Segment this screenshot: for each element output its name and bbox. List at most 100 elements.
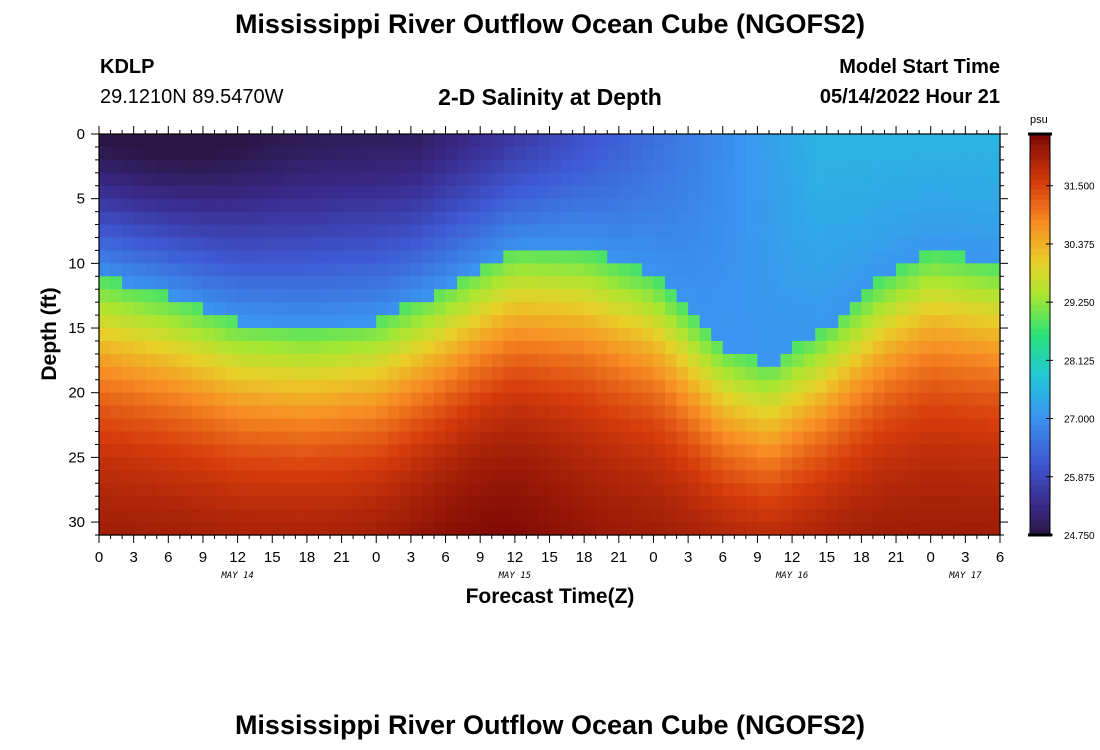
- heatmap-cell: [780, 418, 793, 433]
- heatmap-cell: [745, 224, 759, 239]
- heatmap-cell: [711, 250, 724, 264]
- heatmap-cell: [803, 470, 816, 484]
- colorbar-unit: psu: [1030, 114, 1048, 126]
- heatmap-cell: [341, 134, 354, 148]
- heatmap-cell: [665, 198, 678, 213]
- heatmap-cell: [676, 328, 689, 342]
- x-tick-label: 6: [441, 549, 449, 566]
- heatmap-cell: [526, 392, 539, 407]
- heatmap-cell: [896, 185, 909, 200]
- heatmap-cell: [537, 457, 551, 471]
- heatmap-cell: [896, 198, 909, 213]
- heatmap-cell: [283, 250, 296, 264]
- heatmap-cell: [491, 431, 504, 446]
- heatmap-cell: [815, 134, 828, 148]
- heatmap-cell: [792, 522, 805, 536]
- heatmap-cell: [122, 522, 135, 536]
- heatmap-cell: [191, 366, 204, 381]
- heatmap-cell: [572, 496, 585, 510]
- heatmap-cell: [318, 379, 331, 394]
- heatmap-cell: [272, 483, 285, 497]
- heatmap-cell: [318, 328, 331, 342]
- heatmap-cell: [537, 134, 551, 148]
- heatmap-cell: [618, 418, 631, 433]
- heatmap-cell: [734, 353, 747, 368]
- heatmap-cell: [145, 483, 158, 497]
- heatmap-cell: [353, 379, 366, 394]
- heatmap-cell: [537, 289, 551, 303]
- colorbar-swatch: [1030, 319, 1050, 326]
- heatmap-cell: [237, 211, 250, 226]
- heatmap-cell: [815, 522, 828, 536]
- heatmap-cell: [653, 405, 666, 420]
- colorbar-swatch: [1030, 304, 1050, 311]
- heatmap-cell: [942, 250, 955, 264]
- heatmap-cell: [179, 146, 193, 161]
- heatmap-cell: [757, 470, 770, 484]
- colorbar-swatch: [1030, 184, 1050, 190]
- heatmap-cell: [526, 315, 539, 329]
- heatmap-cell: [838, 185, 851, 200]
- heatmap-cell: [422, 392, 435, 407]
- heatmap-cell: [653, 444, 666, 458]
- heatmap-cell: [202, 444, 216, 458]
- heatmap-cell: [156, 379, 169, 394]
- heatmap-cell: [480, 237, 493, 252]
- heatmap-cell: [607, 509, 620, 523]
- heatmap-cell: [826, 366, 839, 381]
- heatmap-cell: [433, 159, 447, 174]
- heatmap-cell: [722, 444, 735, 458]
- heatmap-cell: [930, 276, 943, 290]
- heatmap-cell: [445, 405, 458, 420]
- heatmap-cell: [306, 134, 320, 148]
- heatmap-cell: [353, 405, 366, 420]
- heatmap-cell: [133, 470, 146, 484]
- heatmap-cell: [179, 198, 193, 213]
- heatmap-cell: [849, 405, 862, 420]
- heatmap-cell: [838, 211, 851, 226]
- heatmap-cell: [711, 302, 724, 316]
- heatmap-cell: [907, 509, 920, 523]
- heatmap-cell: [653, 185, 666, 200]
- heatmap-cell: [665, 315, 678, 329]
- heatmap-cell: [99, 340, 112, 355]
- heatmap-cell: [688, 198, 701, 213]
- heatmap-cell: [826, 509, 839, 523]
- heatmap-cell: [930, 263, 943, 277]
- heatmap-cell: [768, 405, 782, 420]
- heatmap-cell: [272, 470, 285, 484]
- heatmap-cell: [376, 276, 389, 290]
- heatmap-cell: [168, 366, 181, 381]
- heatmap-cell: [237, 379, 250, 394]
- heatmap-cell: [295, 457, 308, 471]
- heatmap-cell: [272, 302, 285, 316]
- heatmap-cell: [849, 340, 862, 355]
- heatmap-cell: [953, 276, 966, 290]
- heatmap-cell: [953, 509, 966, 523]
- heatmap-cell: [711, 340, 724, 355]
- heatmap-cell: [237, 405, 250, 420]
- heatmap-cell: [122, 483, 135, 497]
- heatmap-cell: [364, 496, 377, 510]
- heatmap-cell: [491, 146, 504, 161]
- heatmap-cell: [641, 172, 655, 187]
- heatmap-cell: [364, 522, 377, 536]
- heatmap-cell: [780, 457, 793, 471]
- heatmap-cell: [260, 198, 273, 213]
- heatmap-cell: [745, 134, 759, 148]
- y-tick-label: 30: [68, 514, 85, 531]
- heatmap-cell: [491, 444, 504, 458]
- heatmap-cell: [249, 353, 262, 368]
- x-tick-label: 15: [541, 549, 558, 566]
- heatmap-cell: [156, 483, 169, 497]
- heatmap-cell: [803, 444, 816, 458]
- heatmap-cell: [503, 379, 516, 394]
- heatmap-cell: [364, 224, 377, 239]
- colorbar-swatch: [1030, 309, 1050, 316]
- heatmap-cell: [572, 522, 585, 536]
- heatmap-cell: [168, 211, 181, 226]
- heatmap-cell: [433, 276, 447, 290]
- heatmap-cell: [226, 457, 239, 471]
- heatmap-cell: [618, 353, 631, 368]
- heatmap-cell: [722, 211, 735, 226]
